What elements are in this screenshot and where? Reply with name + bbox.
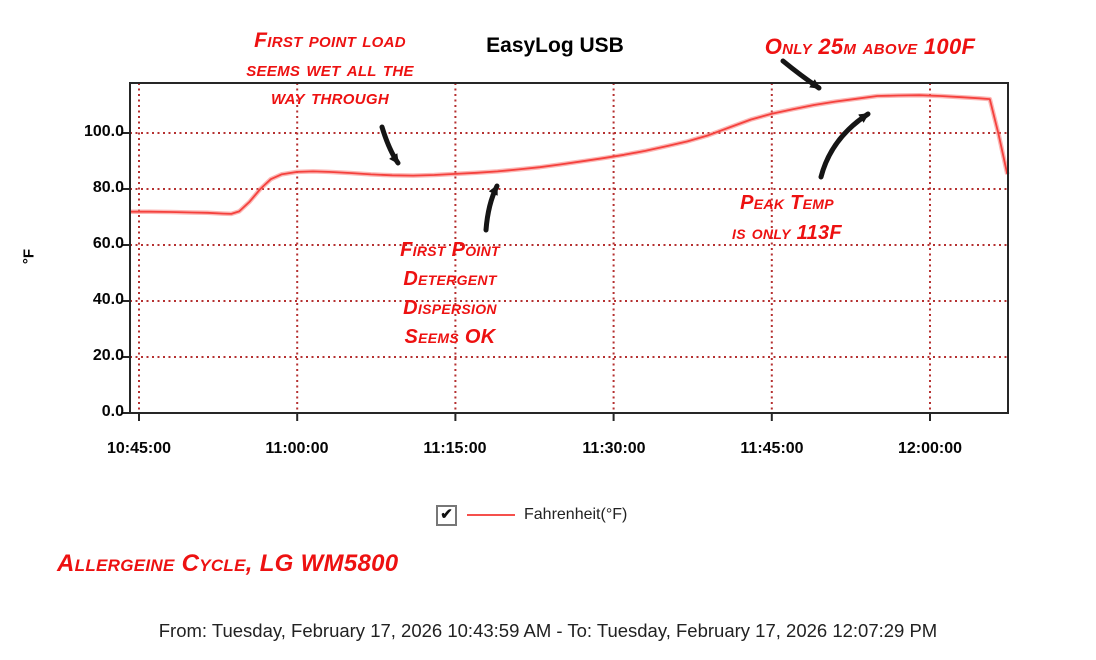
annotation-wet-load: First point load seems wet all the way t… <box>205 27 455 113</box>
annotation-line: way through <box>270 86 390 109</box>
arrow-wet-load <box>379 124 401 166</box>
plot-border <box>129 82 1009 414</box>
arrow-above-100 <box>780 58 822 91</box>
y-tick-label: 0.0 <box>101 403 124 420</box>
annotation-line: First Point <box>400 239 500 261</box>
annotation-above-100: Only 25m above 100F <box>764 34 976 59</box>
annotation-line: Dispersion <box>403 297 497 319</box>
chart-title: EasyLog USB <box>486 34 624 57</box>
x-tick-label: 11:00:00 <box>265 440 329 457</box>
annotation-peak-temp: Peak Temp is only 113F <box>687 188 887 248</box>
y-tick-label: 60.0 <box>92 235 124 252</box>
x-tick-label: 11:45:00 <box>740 440 804 457</box>
arrow-detergent <box>483 183 500 233</box>
x-tick-label: 10:45:00 <box>106 440 172 457</box>
legend-series-label: Fahrenheit(°F) <box>524 506 628 523</box>
series-visibility-checkbox[interactable]: ✔ <box>436 504 457 526</box>
x-tick-label: 11:30:00 <box>582 440 646 457</box>
x-tick-label: 12:00:00 <box>897 440 963 457</box>
annotation-line: seems wet all the <box>246 57 414 81</box>
y-tick-label: 40.0 <box>92 291 124 308</box>
annotation-line: First point load <box>254 29 406 52</box>
annotation-line: Seems OK <box>404 326 496 348</box>
annotation-line: Peak Temp <box>740 192 834 214</box>
y-tick-label: 20.0 <box>92 347 124 364</box>
arrow-peak-temp <box>818 111 871 180</box>
x-tick-label: 11:15:00 <box>423 440 487 457</box>
cycle-caption: Allergeine Cycle, LG WM5800 <box>57 550 399 577</box>
annotation-arrows <box>379 58 871 233</box>
axis-tick-marks <box>122 132 931 421</box>
annotation-line: is only 113F <box>732 222 842 244</box>
y-axis-label: °F <box>20 248 38 265</box>
legend-line-sample <box>467 514 515 516</box>
legend: ✔ Fahrenheit(°F) <box>436 504 627 526</box>
annotation-line: Detergent <box>403 268 497 290</box>
grid-lines <box>130 83 1008 413</box>
temperature-curve <box>130 92 1010 217</box>
date-range-text: From: Tuesday, February 17, 2026 10:43:5… <box>158 620 938 641</box>
y-tick-label: 80.0 <box>92 179 124 196</box>
annotation-detergent: First Point Detergent Dispersion Seems O… <box>350 236 550 352</box>
y-tick-label: 100.0 <box>83 123 124 140</box>
